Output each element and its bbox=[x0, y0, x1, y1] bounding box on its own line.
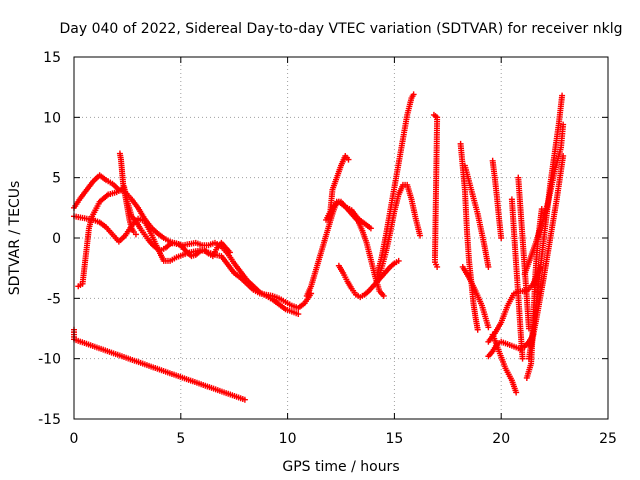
y-axis-label: SDTVAR / TECUs bbox=[7, 181, 23, 296]
data-point bbox=[345, 156, 352, 163]
data-point bbox=[417, 232, 424, 239]
data-point bbox=[434, 263, 441, 270]
axis-ticks: 0 5 10 15 20 25 -15 -10 -5 0 5 10 15 bbox=[38, 50, 617, 447]
x-tick-label: 20 bbox=[492, 431, 510, 447]
data-point bbox=[560, 152, 567, 159]
data-point bbox=[241, 396, 248, 403]
y-tick-label: 15 bbox=[43, 50, 61, 66]
data-point bbox=[410, 91, 417, 98]
y-tick-label: -15 bbox=[38, 412, 61, 428]
data-point bbox=[367, 225, 374, 232]
y-tick-label: 10 bbox=[43, 110, 61, 126]
data-point bbox=[395, 257, 402, 264]
x-axis-label: GPS time / hours bbox=[282, 459, 399, 475]
x-tick-label: 5 bbox=[176, 431, 185, 447]
data-point bbox=[485, 324, 492, 331]
y-tick-label: 5 bbox=[52, 171, 61, 187]
y-tick-label: -10 bbox=[38, 352, 61, 368]
data-point bbox=[498, 235, 505, 241]
data-point bbox=[559, 92, 566, 99]
data-point bbox=[538, 206, 545, 213]
y-tick-label: 0 bbox=[52, 231, 61, 247]
chart-title: Day 040 of 2022, Sidereal Day-to-day VTE… bbox=[60, 21, 623, 37]
data-point bbox=[519, 355, 526, 362]
x-tick-label: 10 bbox=[279, 431, 297, 447]
data-point bbox=[560, 121, 567, 128]
x-tick-label: 25 bbox=[599, 431, 617, 447]
data-point bbox=[380, 292, 387, 299]
data-point bbox=[513, 389, 520, 396]
y-tick-label: -5 bbox=[47, 291, 61, 307]
data-point bbox=[295, 311, 302, 318]
data-points bbox=[71, 91, 567, 403]
data-point bbox=[226, 249, 233, 256]
x-tick-label: 0 bbox=[70, 431, 79, 447]
data-point bbox=[132, 231, 139, 238]
data-point bbox=[474, 326, 481, 333]
x-tick-label: 15 bbox=[385, 431, 403, 447]
data-point bbox=[485, 263, 492, 270]
